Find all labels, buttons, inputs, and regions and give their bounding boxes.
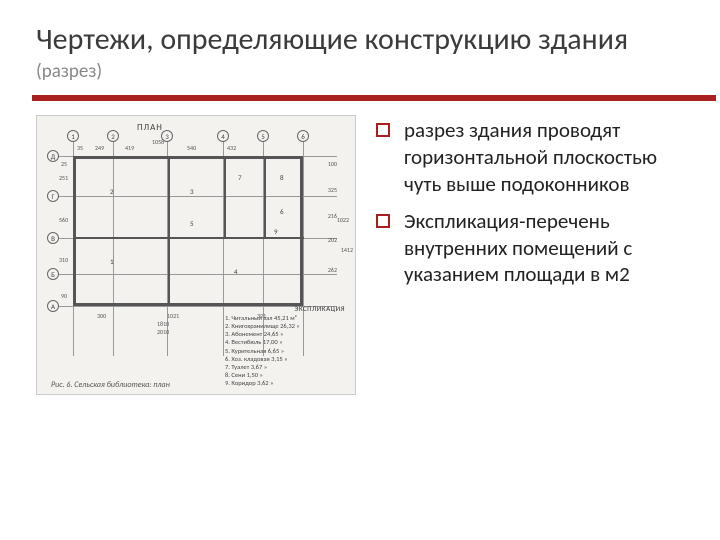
floor-plan-drawing: ПЛАН 1 2 3 4 5 6 bbox=[36, 115, 356, 395]
room-number: 9 bbox=[274, 227, 278, 236]
plan-label: ПЛАН bbox=[137, 122, 163, 133]
axis-marker: 1 bbox=[67, 130, 79, 142]
square-bullet-icon bbox=[376, 214, 390, 228]
axis-marker: Д bbox=[47, 150, 59, 162]
explication-item: 1. Читальный зал 45,21 м² bbox=[225, 314, 345, 322]
room-number: 8 bbox=[280, 173, 284, 182]
room-number: 1 bbox=[110, 257, 114, 266]
axis-marker: 6 bbox=[297, 130, 309, 142]
explication-item: 6. Хоз. кладовая 3,15 » bbox=[225, 355, 345, 363]
room-number: 3 bbox=[190, 187, 194, 196]
explication-list: 1. Читальный зал 45,21 м² 2. Книгохранил… bbox=[225, 314, 345, 387]
content-row: ПЛАН 1 2 3 4 5 6 bbox=[36, 115, 684, 395]
room-number: 6 bbox=[280, 207, 284, 216]
explication-item: 7. Туалет 3,67 » bbox=[225, 363, 345, 371]
explication-item: 9. Коридор 3,62 » bbox=[225, 379, 345, 387]
explication-title: ЭКСПЛИКАЦИЯ bbox=[295, 304, 346, 313]
plan-outline: 1 2 3 4 5 6 7 8 9 bbox=[73, 156, 303, 306]
slide-title: Чертежи, определяющие конструкцию здания bbox=[36, 22, 684, 58]
accent-bar bbox=[32, 95, 716, 101]
explication-item: 5. Курительная 6,65 » bbox=[225, 347, 345, 355]
slide-subtitle: (разрез) bbox=[36, 60, 684, 83]
bullet-text: Экспликация-перечень внутренних помещени… bbox=[404, 208, 684, 289]
axis-marker: Г bbox=[47, 190, 59, 202]
figure-caption: Рис. 6. Сельская библиотека: план bbox=[51, 380, 170, 390]
axis-marker: А bbox=[47, 300, 59, 312]
bullet-item: разрез здания проводят горизонтальной пл… bbox=[376, 117, 684, 198]
axis-marker: 2 bbox=[107, 130, 119, 142]
explication-item: 8. Сени 1,50 » bbox=[225, 371, 345, 379]
bullet-list: разрез здания проводят горизонтальной пл… bbox=[376, 115, 684, 395]
explication-item: 2. Книгохранилище 26,32 » bbox=[225, 322, 345, 330]
axis-marker: Б bbox=[47, 268, 59, 280]
room-number: 2 bbox=[110, 187, 114, 196]
explication-item: 4. Вестибюль 17,00 » bbox=[225, 338, 345, 346]
axis-marker: 4 bbox=[217, 130, 229, 142]
bullet-text: разрез здания проводят горизонтальной пл… bbox=[404, 117, 684, 198]
bullet-item: Экспликация-перечень внутренних помещени… bbox=[376, 208, 684, 289]
room-number: 4 bbox=[234, 267, 238, 276]
figure-container: ПЛАН 1 2 3 4 5 6 bbox=[36, 115, 356, 395]
room-number: 5 bbox=[190, 219, 194, 228]
axis-marker: 5 bbox=[257, 130, 269, 142]
explication-item: 3. Абонемент 24,65 » bbox=[225, 330, 345, 338]
slide: Чертежи, определяющие конструкцию здания… bbox=[0, 0, 720, 395]
square-bullet-icon bbox=[376, 123, 390, 137]
axis-marker: В bbox=[47, 232, 59, 244]
room-number: 7 bbox=[238, 173, 242, 182]
